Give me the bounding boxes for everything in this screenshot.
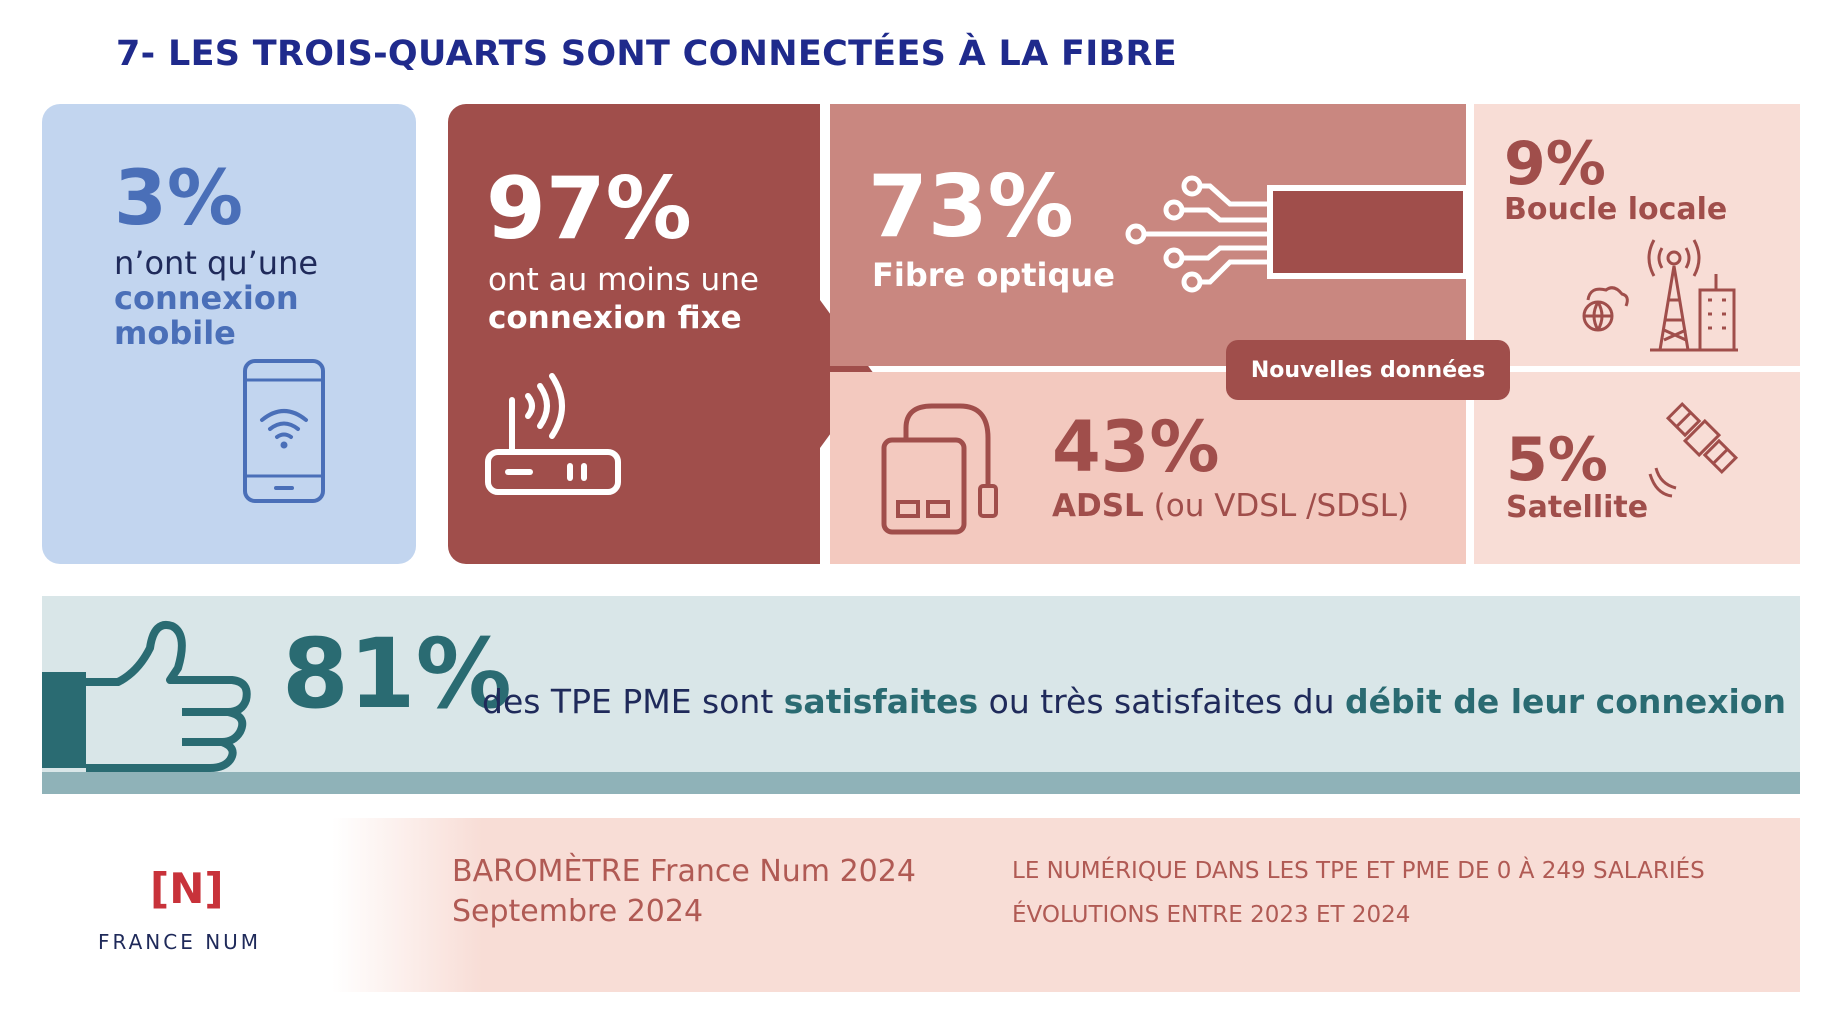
local-loop-card: 9% Boucle locale xyxy=(1474,104,1800,366)
boucle-label: Boucle locale xyxy=(1504,192,1728,227)
thumbs-up-icon xyxy=(42,621,251,772)
satellite-icon xyxy=(1648,401,1739,498)
mobile-text-3: mobile xyxy=(114,314,236,352)
adsl-label-bold: ADSL xyxy=(1052,488,1144,524)
adsl-label: ADSL (ou VDSL /SDSL) xyxy=(1052,488,1409,524)
satisfaction-percent: 81% xyxy=(282,618,512,730)
footer: [N] FRANCE NUM BAROMÈTRE France Num 2024… xyxy=(42,818,1800,992)
satellite-card: 5% Satellite xyxy=(1474,372,1800,564)
antenna-tower-icon xyxy=(1582,239,1738,352)
fixe-text-2: connexion fixe xyxy=(488,300,742,336)
fibre-percent: 73% xyxy=(868,157,1074,257)
satellite-percent: 5% xyxy=(1506,425,1608,495)
fibre-card: 73% Fibre optique xyxy=(830,104,1466,366)
fixe-text-1: ont au moins une xyxy=(488,262,759,298)
satellite-label: Satellite xyxy=(1506,490,1649,525)
satisfaction-bar xyxy=(42,772,1800,794)
satisfaction-text-3: ou très satisfaites du xyxy=(978,682,1346,721)
satisfaction-text-4: débit de leur connexion xyxy=(1345,682,1787,721)
satisfaction-text-2: satisfaites xyxy=(783,682,979,721)
france-num-logo: [N] xyxy=(150,864,224,913)
satisfaction-text-1: des TPE PME sont xyxy=(482,682,784,721)
mobile-card: 3% n’ont qu’une connexion mobile xyxy=(42,104,416,564)
fibre-label: Fibre optique xyxy=(872,256,1115,294)
page-title: 7- LES TROIS-QUARTS SONT CONNECTÉES À LA… xyxy=(116,34,1177,74)
mobile-text-1: n’ont qu’une xyxy=(114,244,319,282)
smartphone-wifi-icon xyxy=(243,359,325,503)
france-num-name: FRANCE NUM xyxy=(98,930,262,954)
new-data-badge: Nouvelles données xyxy=(1226,340,1510,400)
boucle-percent: 9% xyxy=(1504,129,1606,199)
fixed-connection-card: 97% ont au moins une connexion fixe xyxy=(448,104,820,564)
barometer-date: Septembre 2024 xyxy=(452,894,704,929)
router-icon xyxy=(485,373,621,495)
fiber-optic-icon xyxy=(1125,175,1466,293)
barometer-title: BAROMÈTRE France Num 2024 xyxy=(452,854,916,889)
satisfaction-band: 81% des TPE PME sont satisfaites ou très… xyxy=(42,596,1800,772)
modem-icon xyxy=(881,403,998,535)
footer-note-2: ÉVOLUTIONS ENTRE 2023 ET 2024 xyxy=(1012,902,1411,928)
adsl-label-rest: (ou VDSL /SDSL) xyxy=(1143,488,1410,524)
fixe-percent: 97% xyxy=(486,159,692,259)
adsl-card: 43% ADSL (ou VDSL /SDSL) xyxy=(830,372,1466,564)
footer-note-1: LE NUMÉRIQUE DANS LES TPE ET PME DE 0 À … xyxy=(1012,858,1705,884)
mobile-text-2: connexion xyxy=(114,279,299,317)
adsl-percent: 43% xyxy=(1052,406,1220,488)
satisfaction-text: des TPE PME sont satisfaites ou très sat… xyxy=(482,682,1786,721)
mobile-percent: 3% xyxy=(114,153,244,242)
